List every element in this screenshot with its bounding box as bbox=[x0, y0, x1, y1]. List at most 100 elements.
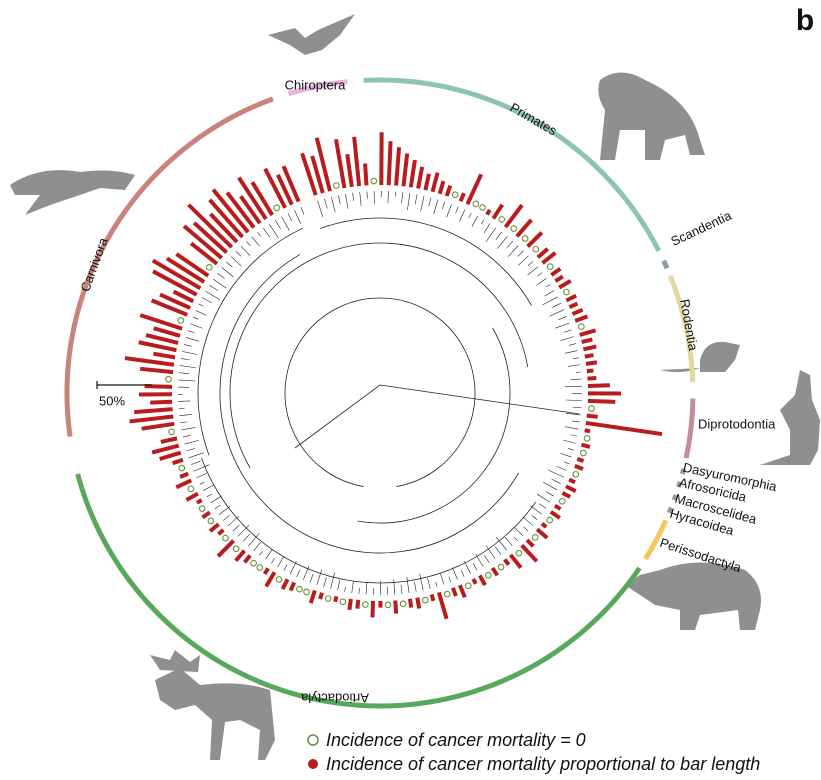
tree-branch bbox=[359, 588, 360, 594]
tree-branch bbox=[507, 241, 513, 248]
zero-marker bbox=[274, 205, 280, 211]
bar bbox=[440, 181, 444, 194]
tree-branch bbox=[560, 453, 571, 457]
tree-branch bbox=[427, 578, 430, 589]
bar bbox=[522, 545, 537, 561]
zero-marker bbox=[233, 546, 239, 552]
tree-branch bbox=[246, 241, 250, 246]
bar bbox=[218, 541, 233, 557]
tree-branch bbox=[231, 257, 241, 266]
clade-label: Chiroptera bbox=[285, 77, 346, 92]
zero-marker bbox=[564, 289, 570, 295]
tree-branch bbox=[207, 494, 212, 497]
tree-branch bbox=[185, 440, 200, 444]
zero-marker bbox=[511, 226, 517, 232]
bar bbox=[575, 466, 583, 469]
clade-arc bbox=[664, 261, 667, 268]
bar bbox=[542, 253, 555, 263]
tree-branch bbox=[220, 254, 519, 553]
tree-branch bbox=[514, 527, 522, 535]
tree-branch bbox=[345, 194, 348, 209]
zero-marker bbox=[547, 264, 553, 270]
bar bbox=[562, 493, 570, 497]
tree-branch bbox=[569, 344, 576, 346]
tree-branch bbox=[181, 427, 195, 430]
tree-branch bbox=[453, 568, 458, 580]
tree-branch bbox=[545, 291, 554, 297]
tree-branch bbox=[178, 401, 190, 402]
tree-branch bbox=[568, 448, 574, 450]
bar bbox=[528, 233, 542, 247]
bar bbox=[145, 386, 172, 387]
tree-branch bbox=[514, 537, 517, 541]
tree-branch bbox=[209, 285, 217, 290]
tree-branch bbox=[294, 210, 300, 224]
tree-branch bbox=[572, 421, 580, 422]
tree-branch bbox=[203, 485, 214, 491]
tree-branch bbox=[222, 268, 234, 277]
zero-marker bbox=[452, 192, 458, 198]
bar bbox=[140, 315, 182, 329]
tree-branch bbox=[213, 279, 226, 288]
zero-marker bbox=[179, 465, 185, 471]
bar bbox=[588, 385, 610, 386]
zero-marker bbox=[473, 201, 479, 207]
zero-marker bbox=[532, 535, 538, 541]
bar bbox=[403, 154, 407, 187]
zero-marker bbox=[363, 602, 369, 608]
clade-label: Diprotodontia bbox=[698, 416, 776, 431]
tree-branch bbox=[565, 427, 579, 430]
bar bbox=[410, 599, 411, 608]
tree-branch bbox=[285, 298, 475, 487]
tree-branch bbox=[484, 224, 490, 233]
tree-branch bbox=[310, 574, 313, 582]
tree-branch bbox=[178, 380, 195, 381]
tree-branch bbox=[324, 199, 327, 209]
tree-branch bbox=[320, 218, 531, 306]
bar bbox=[153, 354, 175, 358]
bar bbox=[586, 362, 597, 364]
bar bbox=[218, 530, 223, 534]
zero-marker bbox=[498, 564, 504, 570]
bar bbox=[473, 579, 475, 584]
bars: 50% bbox=[97, 132, 662, 619]
legend-label: Incidence of cancer mortality = 0 bbox=[326, 730, 586, 750]
bar bbox=[417, 598, 419, 609]
clade-label: Primates bbox=[508, 100, 560, 139]
tree-branch bbox=[180, 366, 196, 368]
bar bbox=[389, 141, 391, 185]
tree-branch bbox=[472, 216, 478, 227]
zero-marker bbox=[589, 406, 595, 412]
bar bbox=[180, 474, 188, 477]
tree-branch bbox=[254, 542, 261, 551]
cheetah-silhouette bbox=[10, 170, 135, 215]
moose-silhouette bbox=[150, 650, 275, 760]
bar bbox=[580, 330, 596, 335]
tree-branch bbox=[548, 470, 563, 477]
tree-branch bbox=[269, 224, 278, 238]
bar bbox=[197, 500, 202, 503]
tree-branch bbox=[402, 192, 403, 203]
tree-branch bbox=[528, 261, 533, 266]
bar bbox=[569, 304, 577, 308]
bar bbox=[587, 416, 598, 417]
bar bbox=[425, 174, 429, 190]
tree-branch bbox=[447, 204, 452, 217]
tree-branch bbox=[523, 527, 527, 531]
tree-branch bbox=[563, 440, 576, 443]
clade-arc bbox=[78, 474, 640, 706]
tree-branch bbox=[523, 517, 533, 526]
bar bbox=[365, 163, 366, 185]
tree-branch bbox=[241, 246, 250, 255]
tree-branch bbox=[186, 337, 199, 341]
zero-marker bbox=[166, 376, 172, 382]
tree-branch bbox=[331, 572, 335, 588]
bar bbox=[575, 316, 587, 321]
tree-branch bbox=[181, 358, 190, 360]
bar bbox=[311, 591, 315, 604]
scale-bar-label: 50% bbox=[99, 393, 125, 408]
tree-branch bbox=[271, 558, 274, 563]
tree-branch bbox=[189, 453, 204, 458]
tree-branch bbox=[197, 473, 207, 478]
zero-marker bbox=[533, 246, 539, 252]
